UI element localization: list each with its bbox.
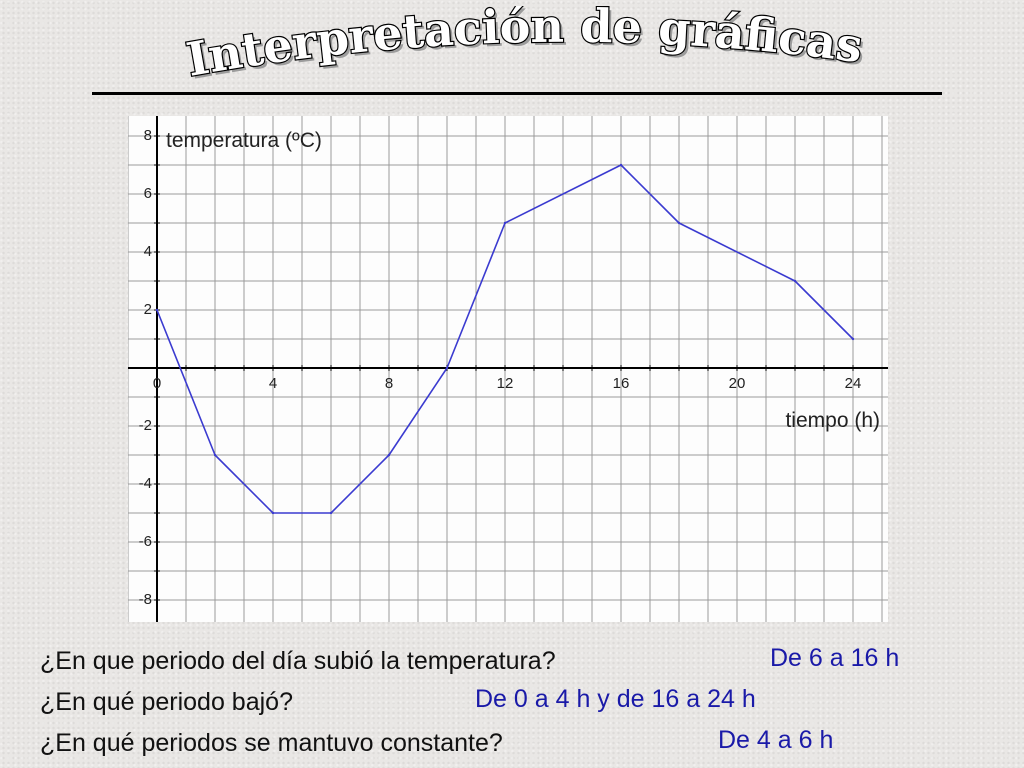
y-tick-label: 8 [144,127,152,144]
x-tick-label: 24 [845,375,862,392]
chart-axes [128,116,888,622]
data-point [271,511,275,515]
chart-ticks: 0 4 8 12 16 20 24 8 6 4 2 -2 -4 -6 -8 [139,127,862,608]
x-axis-label: tiempo (h) [785,409,880,432]
chart-series [155,163,855,515]
question-1: ¿En que periodo del día subió la tempera… [40,647,556,675]
data-point [503,221,507,225]
data-point [329,511,333,515]
data-point [851,337,855,341]
data-point [677,221,681,225]
y-tick-label: -6 [139,533,152,550]
data-point [387,453,391,457]
data-point [213,453,217,457]
data-point [793,279,797,283]
data-point [155,308,159,312]
y-tick-label: -8 [139,591,152,608]
x-tick-label: 4 [269,375,277,392]
y-tick-label: 2 [144,301,152,318]
y-tick-label: 6 [144,185,152,202]
x-tick-label: 20 [729,375,746,392]
data-point [619,163,623,167]
slide-title: Interpretación de gráficas Interpretació… [181,6,868,86]
y-tick-label: 4 [144,243,152,260]
y-axis-label: temperatura (ºC) [166,129,322,152]
question-3: ¿En qué periodos se mantuvo constante? [40,729,503,757]
answer-1: De 6 a 16 h [770,644,900,672]
x-tick-label: 0 [153,375,161,392]
answer-3: De 4 a 6 h [718,726,834,754]
answer-2: De 0 a 4 h y de 16 a 24 h [475,685,756,713]
y-tick-label: -4 [139,475,152,492]
title-underline [92,92,942,95]
x-tick-label: 12 [497,375,514,392]
temperature-chart: 0 4 8 12 16 20 24 8 6 4 2 -2 -4 -6 -8 temperatura (ºC)… [127,116,888,630]
x-tick-label: 16 [613,375,630,392]
y-tick-label: -2 [139,417,152,434]
question-2: ¿En qué periodo bajó? [40,688,293,716]
chart-panel: 0 4 8 12 16 20 24 8 6 4 2 -2 -4 -6 -8 temperatura (ºC)… [127,116,888,630]
x-tick-label: 8 [385,375,393,392]
data-point [445,366,449,370]
